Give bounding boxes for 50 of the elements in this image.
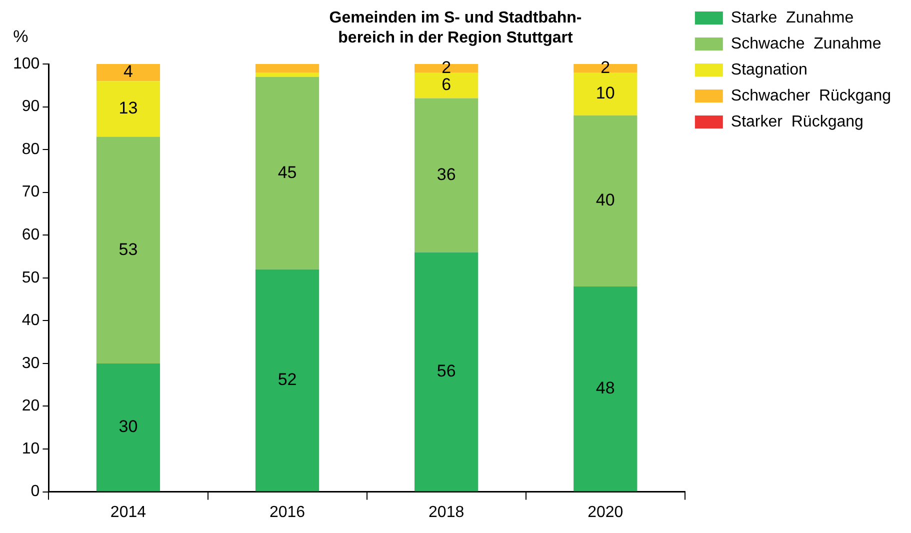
data-label: 13 xyxy=(118,98,138,118)
bar xyxy=(574,72,638,116)
data-label: 53 xyxy=(118,240,138,259)
bar xyxy=(255,72,320,77)
y-tick-label: 20 xyxy=(22,398,40,415)
data-label: 36 xyxy=(436,164,456,184)
y-tick-label: 40 xyxy=(22,312,40,330)
x-tick-label: 2014 xyxy=(110,504,146,521)
data-label: 4 xyxy=(123,62,133,82)
y-axis-title: % xyxy=(13,27,28,46)
y-tick-label: 30 xyxy=(22,354,40,372)
bar xyxy=(96,64,160,82)
legend-label: Schwacher Rückgang xyxy=(730,87,892,104)
x-tick-label: 2016 xyxy=(269,504,306,521)
data-label: 52 xyxy=(278,370,297,390)
y-tick-label: 100 xyxy=(12,55,40,72)
bar xyxy=(96,81,160,137)
y-tick-label: 50 xyxy=(22,269,40,286)
legend-label: Stagnation xyxy=(730,61,808,78)
data-label: 56 xyxy=(436,361,456,380)
data-label: 45 xyxy=(278,162,297,182)
legend-label: Starke Zunahme xyxy=(730,9,854,26)
bar xyxy=(96,363,160,492)
bar xyxy=(414,98,478,252)
y-tick-label: 60 xyxy=(22,226,40,244)
data-label: 30 xyxy=(118,417,138,436)
data-label: 6 xyxy=(442,75,452,94)
y-tick-label: 10 xyxy=(22,440,40,458)
y-tick-label: 70 xyxy=(22,184,40,201)
chart-title: Gemeinden im S- und Stadtbahn- bereich in der Region Stuttgart xyxy=(329,9,582,46)
data-label: 2 xyxy=(442,58,452,77)
bar xyxy=(574,115,638,286)
bar xyxy=(255,64,320,73)
bar xyxy=(574,286,638,492)
y-tick-label: 80 xyxy=(22,140,40,158)
bar xyxy=(96,136,160,364)
bar xyxy=(414,72,478,98)
x-tick-label: 2020 xyxy=(588,504,624,521)
x-tick-label: 2018 xyxy=(428,504,464,521)
data-label: 48 xyxy=(596,378,615,398)
legend-label: Starker Rückgang xyxy=(730,113,864,130)
bar xyxy=(414,252,478,492)
data-label: 10 xyxy=(596,84,615,103)
data-label: 40 xyxy=(596,190,615,210)
bar xyxy=(255,269,320,492)
bar xyxy=(255,76,320,270)
y-tick-label: 90 xyxy=(22,98,40,116)
data-label: 2 xyxy=(600,58,610,77)
legend-label: Schwache Zunahme xyxy=(730,35,882,52)
y-tick-label: 0 xyxy=(30,483,40,500)
